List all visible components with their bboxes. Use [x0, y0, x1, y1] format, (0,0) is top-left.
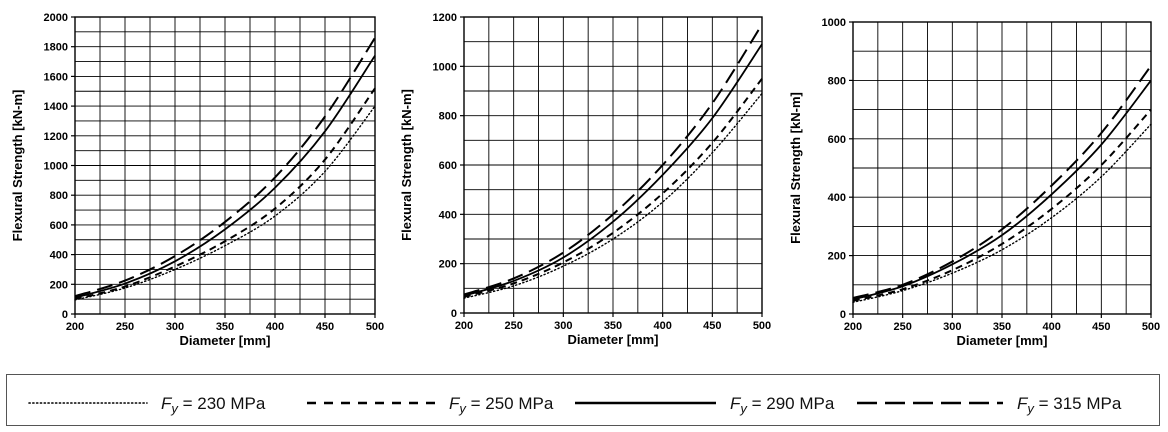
- y-tick-label: 800: [439, 111, 457, 123]
- y-axis-label: Flexural Strength [kN-m]: [788, 92, 803, 244]
- x-axis-label: Diameter [mm]: [567, 332, 658, 347]
- chart-panel-3: 200 250 300 350 400 450 50002004006008001000Di…: [788, 17, 1160, 348]
- y-tick-label: 200: [439, 259, 457, 271]
- series-line-long-dash: [463, 23, 763, 296]
- x-tick-label: 300: [166, 321, 184, 333]
- y-tick-label: 1000: [433, 61, 457, 73]
- x-tick-label: 250: [893, 321, 911, 333]
- x-tick-label: 250: [504, 320, 522, 332]
- x-tick-label: 500: [1142, 321, 1160, 333]
- series-line-short-dash: [463, 78, 763, 298]
- series-line-short-dash: [852, 108, 1152, 302]
- series-line-dotted: [74, 105, 376, 301]
- legend-item: Fy = 230 MPa: [28, 394, 266, 416]
- x-tick-label: 200: [455, 320, 473, 332]
- legend-label: Fy = 230 MPa: [161, 394, 266, 416]
- y-axis-label: Flexural Strength [kN-m]: [399, 89, 414, 241]
- legend-item: Fy = 250 MPa: [307, 394, 554, 416]
- legend-item: Fy = 315 MPa: [857, 394, 1122, 416]
- y-tick-label: 1200: [433, 12, 457, 24]
- legend-item: Fy = 290 MPa: [575, 394, 835, 416]
- y-tick-label: 1400: [44, 101, 68, 113]
- x-tick-label: 500: [366, 321, 384, 333]
- x-tick-label: 450: [703, 320, 721, 332]
- y-tick-label: 1200: [44, 131, 68, 143]
- series-line-solid: [74, 55, 376, 299]
- y-tick-label: 400: [50, 250, 68, 262]
- y-tick-label: 800: [50, 190, 68, 202]
- series-line-dotted: [852, 123, 1152, 304]
- x-tick-label: 450: [1092, 321, 1110, 333]
- x-tick-label: 200: [66, 321, 84, 333]
- y-tick-label: 400: [439, 209, 457, 221]
- y-tick-label: 1600: [44, 71, 68, 83]
- y-tick-label: 0: [840, 309, 846, 321]
- x-tick-label: 350: [216, 321, 234, 333]
- y-tick-label: 1800: [44, 42, 68, 54]
- x-tick-label: 400: [266, 321, 284, 333]
- y-tick-label: 200: [50, 279, 68, 291]
- legend-label: Fy = 315 MPa: [1017, 394, 1122, 416]
- y-tick-label: 600: [828, 134, 846, 146]
- x-tick-label: 350: [993, 321, 1011, 333]
- legend-label: Fy = 250 MPa: [449, 394, 554, 416]
- legend-label: Fy = 290 MPa: [730, 394, 835, 416]
- x-tick-label: 250: [116, 321, 134, 333]
- x-tick-label: 450: [316, 321, 334, 333]
- legend-graphics: Fy = 230 MPa Fy = 250 MPa Fy = 290 MPa Fy =…: [28, 394, 1122, 416]
- x-axis-label: Diameter [mm]: [956, 333, 1047, 348]
- x-tick-label: 300: [943, 321, 961, 333]
- y-tick-label: 1000: [44, 161, 68, 173]
- series-line-long-dash: [852, 65, 1152, 299]
- y-tick-label: 1000: [822, 17, 846, 29]
- y-tick-label: 600: [439, 160, 457, 172]
- x-tick-label: 500: [753, 320, 771, 332]
- chart-area: 200 250 300 350 400 450 5000200400600800100012…: [10, 12, 1160, 348]
- y-tick-label: 2000: [44, 12, 68, 24]
- x-axis-label: Diameter [mm]: [179, 333, 270, 348]
- legend: Fy = 230 MPa Fy = 250 MPa Fy = 290 MPa Fy =…: [6, 374, 1160, 426]
- x-tick-label: 400: [1042, 321, 1060, 333]
- series-line-solid: [463, 43, 763, 297]
- y-tick-label: 0: [451, 308, 457, 320]
- chart-panel-1: 200 250 300 350 400 450 5000200400600800100012…: [10, 12, 384, 348]
- y-tick-label: 800: [828, 75, 846, 87]
- y-tick-label: 400: [828, 192, 846, 204]
- grid: [463, 16, 763, 314]
- series-line-long-dash: [74, 37, 376, 298]
- series-line-short-dash: [74, 87, 376, 301]
- y-tick-label: 0: [62, 309, 68, 321]
- series-line-dotted: [463, 92, 763, 299]
- x-tick-label: 200: [844, 321, 862, 333]
- x-tick-label: 300: [554, 320, 572, 332]
- x-tick-label: 350: [604, 320, 622, 332]
- y-axis-label: Flexural Strength [kN-m]: [10, 90, 25, 242]
- y-tick-label: 200: [828, 251, 846, 263]
- y-tick-label: 600: [50, 220, 68, 232]
- x-tick-label: 400: [653, 320, 671, 332]
- chart-panel-2: 200 250 300 350 400 450 5000200400600800100012…: [399, 12, 771, 347]
- grid: [852, 21, 1152, 315]
- series-line-solid: [852, 79, 1152, 301]
